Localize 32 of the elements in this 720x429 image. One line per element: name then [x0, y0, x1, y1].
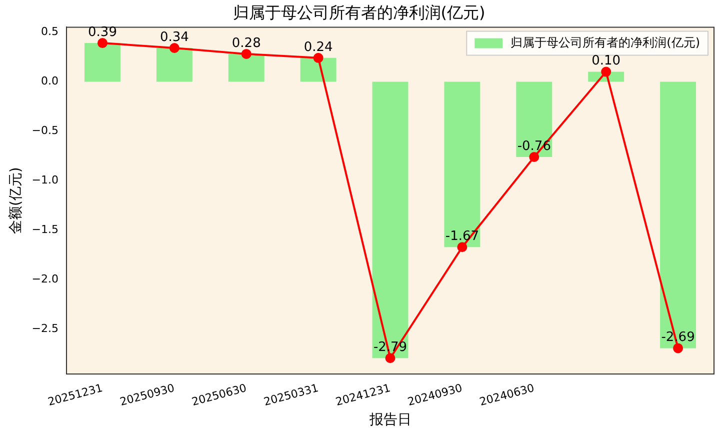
point	[673, 343, 684, 354]
data-label: 0.34	[160, 30, 189, 45]
chart-title: 归属于母公司所有者的净利润(亿元)	[232, 2, 486, 22]
point	[385, 353, 396, 364]
bar	[84, 43, 120, 82]
data-label: 0.39	[88, 24, 117, 40]
data-label: 0.24	[304, 40, 333, 55]
point	[457, 242, 468, 252]
y-tick-label: −1.5	[32, 223, 59, 236]
point	[313, 52, 324, 63]
legend-label: 归属于母公司所有者的净利润(亿元)	[510, 35, 700, 50]
y-tick-label: 0.5	[41, 25, 59, 38]
data-label: 0.10	[592, 54, 621, 69]
bar	[660, 82, 696, 348]
y-tick-label: −0.5	[32, 124, 59, 138]
point	[169, 43, 180, 54]
x-axis-title: 报告日	[368, 412, 412, 428]
point	[529, 152, 540, 162]
point	[601, 66, 612, 77]
point	[97, 38, 108, 48]
bar	[228, 54, 264, 82]
bar	[444, 82, 480, 248]
data-label: 0.28	[232, 36, 261, 51]
y-tick-label: −1.0	[32, 174, 59, 187]
bar	[300, 58, 336, 82]
y-axis-title: 金额(亿元)	[8, 167, 24, 234]
point	[241, 48, 252, 59]
y-tick-label: −2.5	[32, 322, 59, 336]
y-tick-label: −2.0	[32, 272, 59, 286]
bar	[372, 82, 408, 358]
y-tick-label: 0.0	[41, 74, 59, 88]
bar	[156, 48, 192, 82]
